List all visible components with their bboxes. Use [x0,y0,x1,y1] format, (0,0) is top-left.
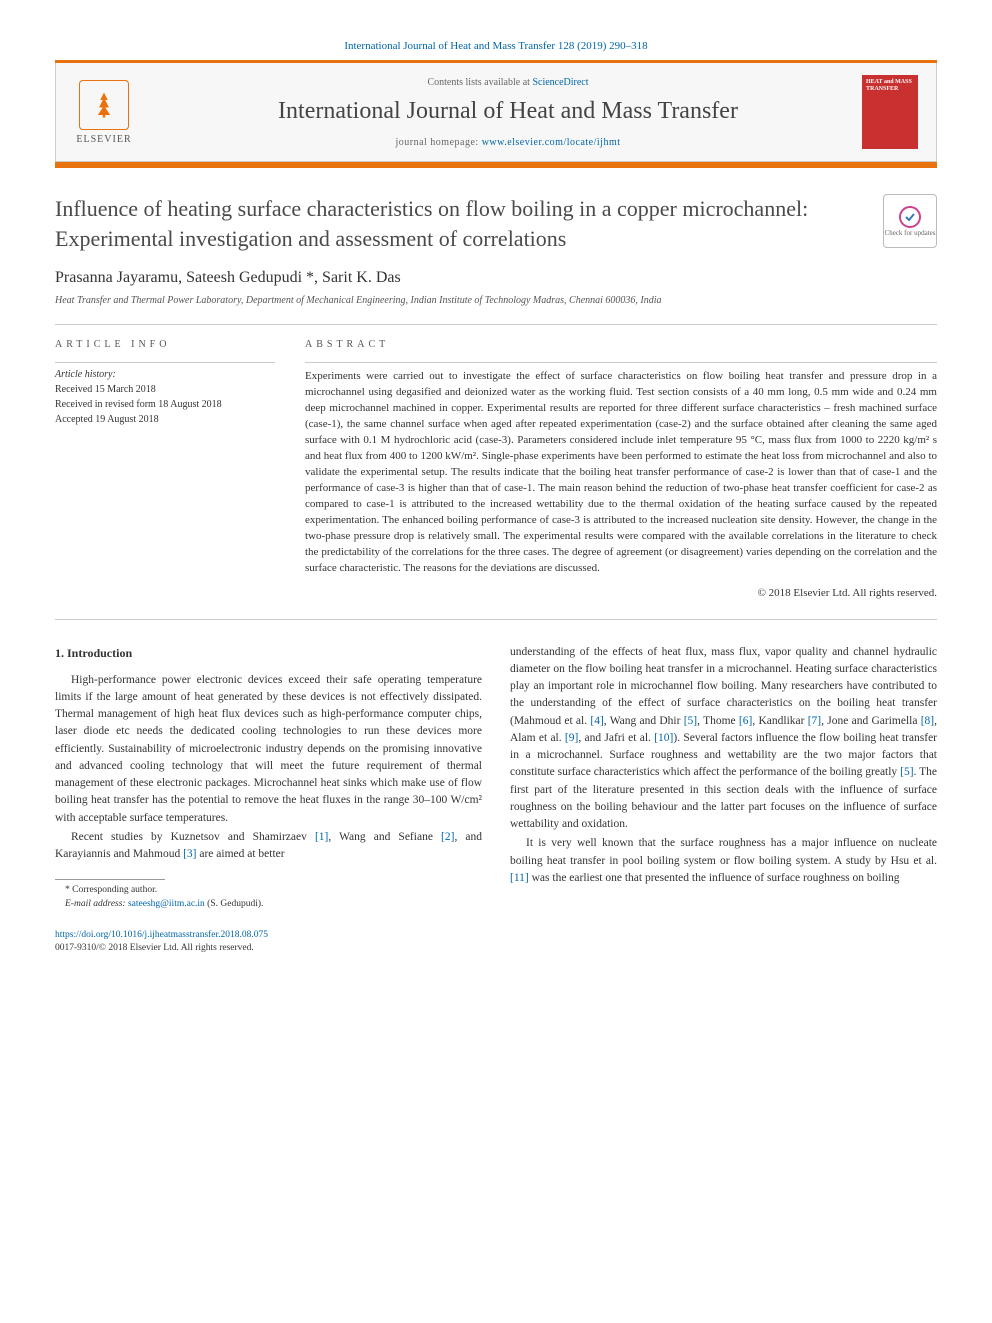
info-abstract-row: ARTICLE INFO Article history: Received 1… [55,339,937,598]
info-divider [55,362,275,363]
text-fragment: , Wang and Sefiane [328,831,441,843]
contents-available: Contents lists available at ScienceDirec… [154,77,862,88]
body-column-left: 1. Introduction High-performance power e… [55,644,482,911]
cover-text: HEAT and MASS TRANSFER [866,79,914,92]
header-box: ELSEVIER Contents lists available at Sci… [55,63,937,162]
article-info-heading: ARTICLE INFO [55,339,275,350]
ref-link-5[interactable]: [5] [684,715,697,727]
history-received: Received 15 March 2018 [55,382,275,397]
abstract-text: Experiments were carried out to investig… [305,369,937,576]
intro-paragraph-1: High-performance power electronic device… [55,672,482,827]
text-fragment: are aimed at better [197,848,285,860]
title-row: Influence of heating surface characteris… [55,194,937,269]
ref-link-7[interactable]: [7] [808,715,821,727]
homepage-link[interactable]: www.elsevier.com/locate/ijhmt [482,137,621,148]
publisher-logo: ELSEVIER [74,77,134,147]
homepage-prefix: journal homepage: [395,137,481,148]
history-accepted: Accepted 19 August 2018 [55,412,275,427]
text-fragment: , Kandlikar [752,715,807,727]
text-fragment: It is very well known that the surface r… [510,837,937,866]
divider [55,324,937,325]
ref-link-5b[interactable]: [5] [900,766,913,778]
doi-link[interactable]: https://doi.org/10.1016/j.ijheatmasstran… [55,930,268,940]
text-fragment: , Thome [697,715,739,727]
affiliation: Heat Transfer and Thermal Power Laborato… [55,295,937,306]
top-citation: International Journal of Heat and Mass T… [55,40,937,52]
abstract-divider [305,362,937,363]
ref-link-2[interactable]: [2] [441,831,454,843]
ref-link-8[interactable]: [8] [921,715,934,727]
intro-paragraph-4: It is very well known that the surface r… [510,835,937,887]
email-suffix: (S. Gedupudi). [205,899,264,909]
authors: Prasanna Jayaramu, Sateesh Gedupudi *, S… [55,269,937,287]
email-label: E-mail address: [65,899,128,909]
body-columns: 1. Introduction High-performance power e… [55,644,937,911]
text-fragment: , Jone and Garimella [821,715,921,727]
issn-copyright: 0017-9310/© 2018 Elsevier Ltd. All right… [55,943,254,953]
contents-prefix: Contents lists available at [427,77,532,88]
page-container: International Journal of Heat and Mass T… [0,0,992,986]
journal-title: International Journal of Heat and Mass T… [154,98,862,125]
ref-link-3[interactable]: [3] [183,848,196,860]
ref-link-1[interactable]: [1] [315,831,328,843]
footnote-divider [55,879,165,880]
ref-link-9[interactable]: [9] [565,732,578,744]
body-column-right: understanding of the effects of heat flu… [510,644,937,911]
article-title: Influence of heating surface characteris… [55,194,883,253]
check-updates-badge[interactable]: Check for updates [883,194,937,248]
page-footer: https://doi.org/10.1016/j.ijheatmasstran… [55,929,937,956]
ref-link-10[interactable]: [10] [654,732,673,744]
bottom-accent-bar [55,162,937,168]
corresponding-author: * Corresponding author. [55,884,482,897]
text-fragment: was the earliest one that presented the … [529,872,900,884]
publisher-name: ELSEVIER [76,134,131,145]
intro-paragraph-3: understanding of the effects of heat flu… [510,644,937,834]
intro-heading: 1. Introduction [55,644,482,662]
email-footnote: E-mail address: sateeshg@iitm.ac.in (S. … [55,898,482,911]
text-fragment: , Wang and Dhir [604,715,684,727]
elsevier-tree-icon [79,80,129,130]
email-link[interactable]: sateeshg@iitm.ac.in [128,899,205,909]
history-label: Article history: [55,369,275,380]
header-center: Contents lists available at ScienceDirec… [154,77,862,148]
check-updates-icon [898,205,922,229]
abstract-copyright: © 2018 Elsevier Ltd. All rights reserved… [305,587,937,599]
sciencedirect-link[interactable]: ScienceDirect [532,77,588,88]
journal-cover-thumbnail: HEAT and MASS TRANSFER [862,75,918,149]
full-divider [55,619,937,620]
abstract-column: ABSTRACT Experiments were carried out to… [305,339,937,598]
journal-homepage: journal homepage: www.elsevier.com/locat… [154,137,862,148]
ref-link-6[interactable]: [6] [739,715,752,727]
ref-link-11[interactable]: [11] [510,872,529,884]
ref-link-4[interactable]: [4] [590,715,603,727]
text-fragment: Recent studies by Kuznetsov and Shamirza… [71,831,315,843]
history-revised: Received in revised form 18 August 2018 [55,397,275,412]
article-info-column: ARTICLE INFO Article history: Received 1… [55,339,275,598]
intro-paragraph-2: Recent studies by Kuznetsov and Shamirza… [55,829,482,864]
check-updates-label: Check for updates [885,229,936,237]
text-fragment: , and Jafri et al. [578,732,654,744]
abstract-heading: ABSTRACT [305,339,937,350]
